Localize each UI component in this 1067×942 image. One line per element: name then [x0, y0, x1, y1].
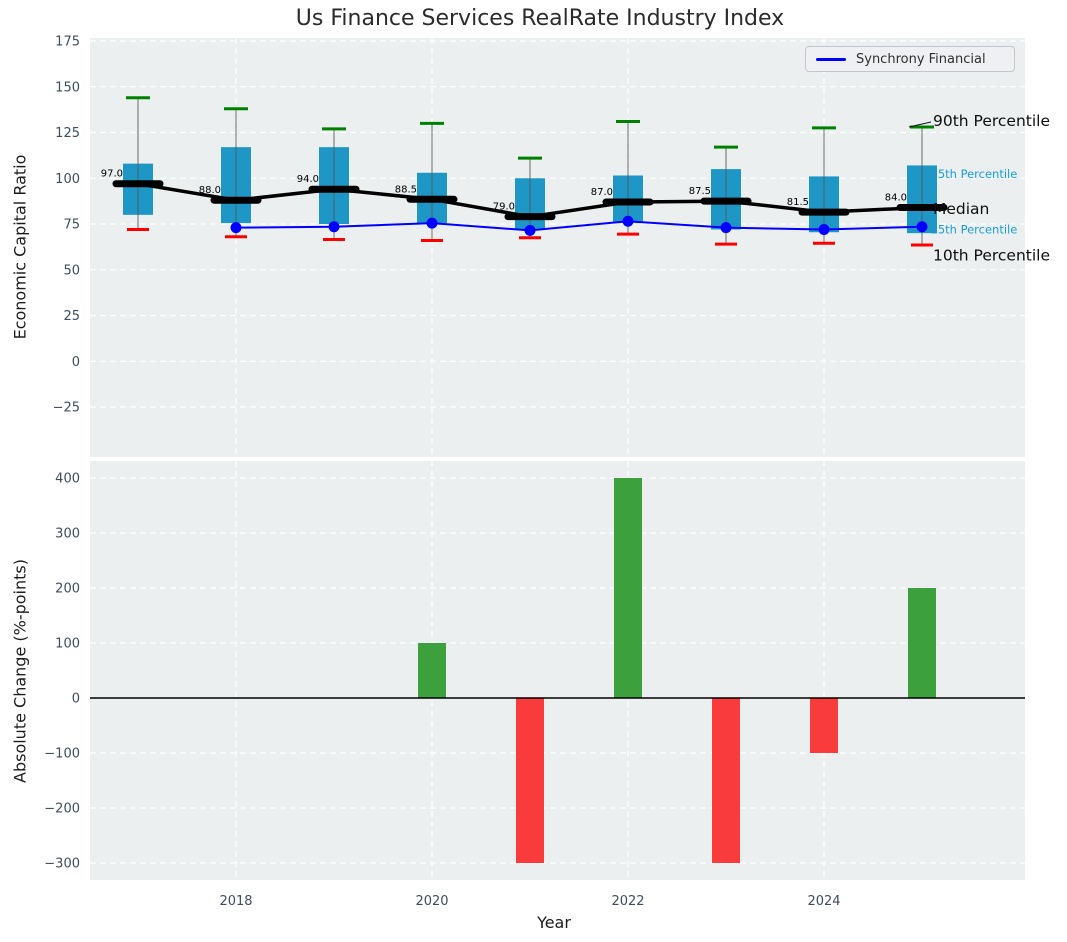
- bar-negative: [516, 698, 544, 863]
- top-ytick-label: 50: [63, 263, 80, 278]
- top-ytick-label: 100: [55, 172, 80, 187]
- top-ytick-label: 175: [55, 35, 80, 50]
- xtick-label: 2024: [807, 894, 840, 909]
- bottom-ytick-label: 100: [55, 637, 80, 652]
- xtick-label: 2020: [415, 894, 448, 909]
- top-ytick-label: 0: [72, 355, 80, 370]
- bottom-ytick-label: 200: [55, 582, 80, 597]
- median-value-label: 97.0: [101, 169, 123, 180]
- bottom-ytick-label: −300: [44, 857, 80, 872]
- top-ytick-label: −25: [53, 401, 80, 416]
- xtick-label: 2022: [611, 894, 644, 909]
- legend-line-sample: [816, 57, 846, 61]
- legend-label: Synchrony Financial: [856, 51, 986, 67]
- top-plot-background: [90, 38, 1025, 457]
- top-ytick-label: 75: [63, 218, 80, 233]
- bar-positive: [908, 588, 936, 698]
- bottom-plot-background: [90, 461, 1025, 880]
- median-value-label: 79.0: [493, 202, 515, 213]
- bottom-ytick-label: −100: [44, 747, 80, 762]
- synchrony-marker: [622, 215, 634, 227]
- annotation-10th-percentile: 10th Percentile: [933, 247, 1050, 265]
- xtick-label: 2018: [219, 894, 252, 909]
- bar-negative: [712, 698, 740, 863]
- annotation-75th-percentile: 75th Percentile: [931, 167, 1018, 181]
- synchrony-marker: [524, 224, 536, 236]
- synchrony-marker: [426, 217, 438, 229]
- median-value-label: 84.0: [885, 193, 907, 204]
- bottom-ytick-label: 400: [55, 472, 80, 487]
- bar-positive: [418, 643, 446, 698]
- annotation-25th-percentile: 25th Percentile: [931, 223, 1018, 237]
- bar-positive: [614, 478, 642, 698]
- annotation-median: Median: [933, 200, 989, 218]
- legend: Synchrony Financial: [805, 46, 1015, 72]
- bar-negative: [810, 698, 838, 753]
- annotation-90th-percentile: 90th Percentile: [933, 112, 1050, 130]
- top-ytick-label: 25: [63, 309, 80, 324]
- median-value-label: 88.0: [199, 185, 221, 196]
- median-value-label: 87.5: [689, 186, 711, 197]
- top-ytick-label: 150: [55, 80, 80, 95]
- bottom-ytick-label: 0: [72, 692, 80, 707]
- bottom-ytick-label: 300: [55, 527, 80, 542]
- synchrony-line: [235, 220, 923, 232]
- x-axis-label: Year: [537, 913, 571, 932]
- median-value-label: 87.0: [591, 187, 613, 198]
- chart-title: Us Finance Services RealRate Industry In…: [295, 6, 785, 31]
- synchrony-marker: [230, 222, 242, 234]
- bottom-ytick-label: −200: [44, 802, 80, 817]
- top-ytick-label: 125: [55, 126, 80, 141]
- annotation-leader-line: [908, 121, 932, 128]
- synchrony-marker: [720, 222, 732, 234]
- median-value-label: 94.0: [297, 174, 319, 185]
- synchrony-marker: [916, 221, 928, 233]
- median-value-label: 88.5: [395, 184, 417, 195]
- synchrony-marker: [328, 221, 340, 233]
- synchrony-marker: [818, 223, 830, 235]
- median-value-label: 81.5: [787, 197, 809, 208]
